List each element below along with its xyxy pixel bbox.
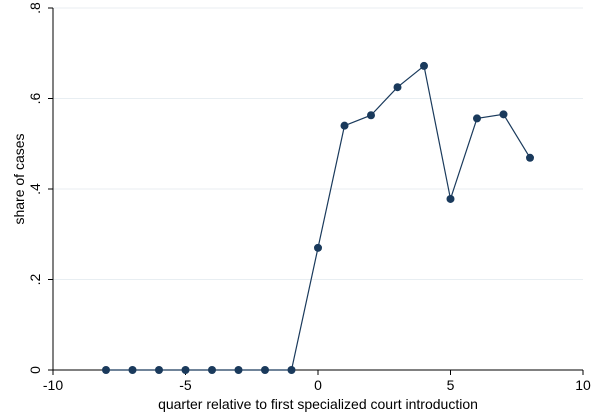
y-tick-label: .2 [27, 273, 43, 285]
data-point [446, 194, 455, 203]
y-tick-label: .8 [27, 2, 43, 14]
data-point [499, 110, 508, 119]
x-tick-label: 0 [314, 377, 322, 393]
x-ticks: -10 -5 0 5 10 [43, 370, 591, 393]
data-point [128, 366, 137, 374]
y-tick-label: .6 [27, 92, 43, 104]
data-point [208, 366, 216, 374]
data-point [102, 366, 110, 374]
data-point [367, 111, 375, 120]
x-tick-label: 5 [447, 377, 455, 393]
series-group [102, 61, 534, 374]
data-point [393, 83, 402, 92]
data-point [420, 61, 428, 70]
data-point [473, 114, 481, 123]
x-tick-label: 10 [575, 377, 591, 393]
y-axis-label: share of cases [11, 133, 27, 224]
data-point [314, 243, 322, 252]
data-point [340, 121, 349, 130]
x-tick-label: -5 [179, 377, 192, 393]
data-point [526, 153, 534, 162]
data-point [261, 366, 269, 374]
data-point [181, 366, 190, 374]
y-tick-label: .4 [27, 183, 43, 195]
data-point [155, 366, 163, 374]
y-ticks: 0 .2 .4 .6 .8 [27, 2, 53, 374]
y-tick-label: 0 [27, 366, 43, 374]
x-axis-label: quarter relative to first specialized co… [158, 396, 478, 412]
data-point [287, 366, 296, 374]
x-tick-label: -10 [43, 377, 63, 393]
data-point [234, 366, 243, 374]
